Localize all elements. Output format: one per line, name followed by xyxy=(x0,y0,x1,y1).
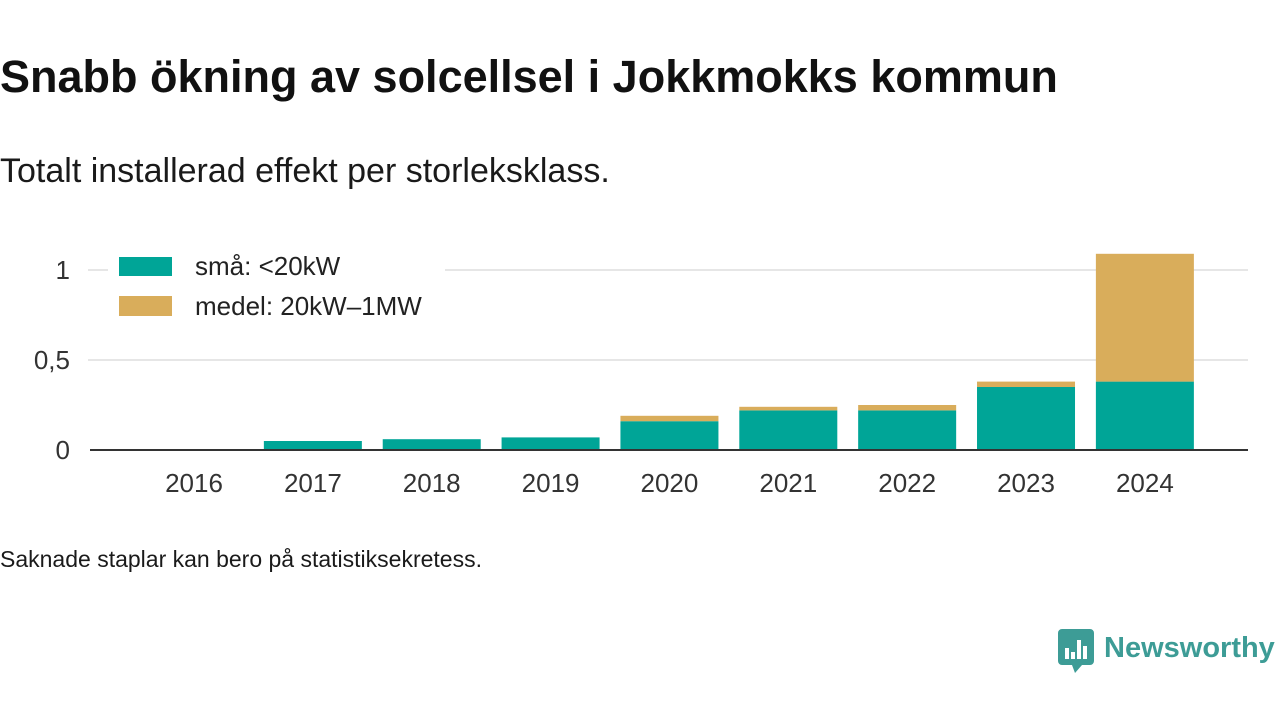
x-tick-label-2017: 2017 xyxy=(284,468,342,498)
bar-medium-2020 xyxy=(620,415,719,422)
x-tick-label-2016: 2016 xyxy=(165,468,223,498)
legend-swatch-small xyxy=(119,257,172,276)
bar-small-2024 xyxy=(1095,381,1194,450)
newsworthy-logo: Newsworthy xyxy=(1058,628,1278,676)
legend-item-medium: medel: 20kW–1MW xyxy=(119,291,422,321)
legend-item-small: små: <20kW xyxy=(119,251,341,281)
x-tick-label-2020: 2020 xyxy=(641,468,699,498)
x-axis-labels: 2016 2017 2018 2019 2020 2021 2022 2023 2024 xyxy=(165,468,1174,498)
legend-swatch-medium xyxy=(119,296,172,316)
legend: små: <20kW medel: 20kW–1MW xyxy=(108,246,445,322)
brand-name: Newsworthy xyxy=(1104,632,1275,664)
y-tick-label: 1 xyxy=(56,255,70,285)
x-tick-label-2021: 2021 xyxy=(759,468,817,498)
bar-small-2020 xyxy=(620,421,719,450)
logo-bubble-shape xyxy=(1058,629,1094,673)
y-axis-labels: 00,51 xyxy=(34,255,70,465)
bar-medium-2022 xyxy=(858,405,957,411)
bar-medium-2024 xyxy=(1095,253,1194,382)
legend-label-small: små: <20kW xyxy=(195,251,341,281)
x-tick-label-2019: 2019 xyxy=(522,468,580,498)
bar-small-2019 xyxy=(501,437,600,450)
page-subtitle: Totalt installerad effekt per storlekskl… xyxy=(0,152,610,190)
newsworthy-logo-icon xyxy=(1058,629,1094,673)
bar-small-2018 xyxy=(382,439,481,450)
bars xyxy=(263,253,1194,450)
bar-medium-2023 xyxy=(977,381,1076,387)
bar-small-2023 xyxy=(977,387,1076,450)
x-tick-label-2022: 2022 xyxy=(878,468,936,498)
x-tick-label-2023: 2023 xyxy=(997,468,1055,498)
stacked-bar-chart: små: <20kW medel: 20kW–1MW 00,51 2016 201… xyxy=(34,246,1248,498)
x-tick-label-2018: 2018 xyxy=(403,468,461,498)
bar-small-2021 xyxy=(739,410,838,450)
page-title: Snabb ökning av solcellsel i Jokkmokks k… xyxy=(0,51,1058,102)
bar-small-2022 xyxy=(858,410,957,450)
y-tick-label: 0,5 xyxy=(34,345,70,375)
bar-medium-2021 xyxy=(739,406,838,411)
x-tick-label-2024: 2024 xyxy=(1116,468,1174,498)
footnote: Saknade staplar kan bero på statistiksek… xyxy=(0,546,482,572)
legend-label-medium: medel: 20kW–1MW xyxy=(195,291,422,321)
bar-small-2017 xyxy=(263,441,362,450)
y-tick-label: 0 xyxy=(56,435,70,465)
